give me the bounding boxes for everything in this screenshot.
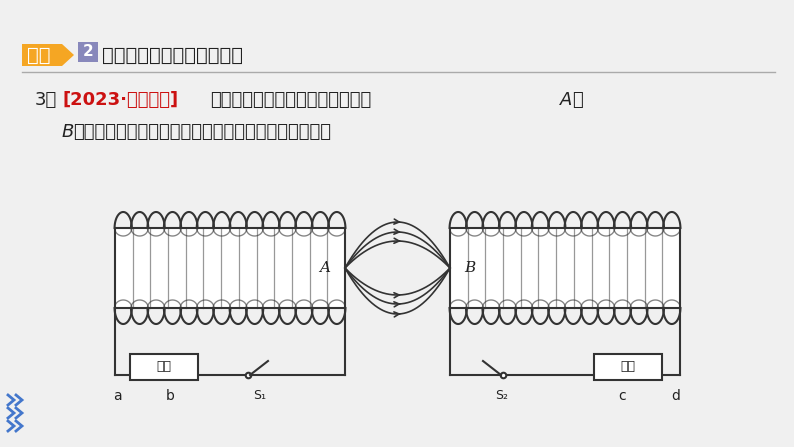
Text: 为相对的两个磁极，它们之间的磁感线分布如图所示。: 为相对的两个磁极，它们之间的磁感线分布如图所示。 [73, 123, 331, 141]
Text: 3．: 3． [35, 91, 57, 109]
Polygon shape [22, 44, 74, 66]
Bar [78, 42, 98, 62]
Text: S₂: S₂ [495, 389, 508, 402]
Text: 技巧: 技巧 [27, 46, 51, 64]
Polygon shape [450, 228, 680, 308]
Bar [594, 354, 662, 380]
Text: 2: 2 [83, 45, 94, 59]
Text: S₁: S₁ [253, 389, 266, 402]
Text: A: A [560, 91, 572, 109]
Text: b: b [166, 389, 175, 403]
Text: 、: 、 [572, 91, 583, 109]
Text: A: A [319, 261, 330, 275]
Polygon shape [115, 228, 345, 308]
Text: 电源: 电源 [156, 360, 172, 374]
Text: B: B [62, 123, 75, 141]
Text: 应用右手螺旋定则的小技巧: 应用右手螺旋定则的小技巧 [102, 46, 243, 64]
Text: c: c [619, 389, 626, 403]
Text: d: d [672, 389, 680, 403]
Text: [2023·无为二模]: [2023·无为二模] [62, 91, 178, 109]
Text: a: a [113, 389, 121, 403]
Bar [130, 354, 198, 380]
Text: B: B [464, 261, 476, 275]
Text: 将两个通电螺线管并列放在一起，: 将两个通电螺线管并列放在一起， [210, 91, 372, 109]
Text: 电源: 电源 [620, 360, 635, 374]
